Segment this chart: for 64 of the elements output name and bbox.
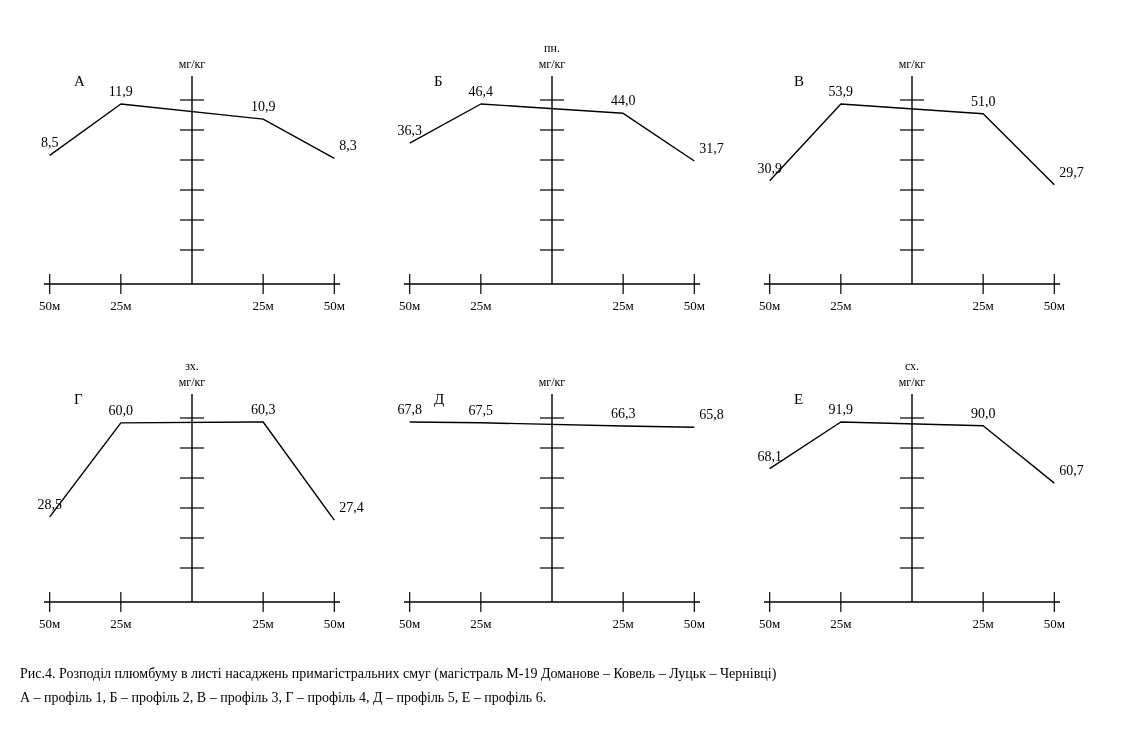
x-tick-label: 25м bbox=[972, 298, 994, 313]
text: сх. bbox=[904, 359, 920, 373]
x-tick-label: 50м bbox=[759, 298, 781, 313]
chart-title: Д bbox=[434, 391, 445, 407]
x-tick-label: 25м bbox=[612, 616, 634, 631]
text: Рис.4. Розподіл плюмбуму в листі насаджень примагістральних смуг (магістраль М-19 Доманове – Ковель – Луцьк – Чернівці) bbox=[20, 666, 777, 682]
y-axis-title: мг/кг bbox=[178, 57, 206, 71]
data-label: 27,4 bbox=[339, 500, 364, 516]
x-tick-label: 50м bbox=[683, 616, 705, 631]
data-label: 46,4 bbox=[468, 84, 494, 99]
x-tick-label: 25м bbox=[470, 616, 492, 631]
text: зх. bbox=[185, 359, 199, 373]
y-axis-title: мг/кг bbox=[898, 375, 926, 389]
x-tick-label: 25м bbox=[252, 616, 274, 631]
x-tick-label: 25м bbox=[830, 616, 852, 631]
x-tick-label: 25м bbox=[612, 298, 634, 313]
data-label: 31,7 bbox=[699, 141, 724, 157]
x-tick-label: 50м bbox=[1043, 616, 1065, 631]
data-label: 68,1 bbox=[757, 448, 782, 464]
x-tick-label: 50м bbox=[399, 298, 421, 313]
data-label: 60,7 bbox=[1059, 463, 1084, 479]
x-tick-label: 25м bbox=[252, 298, 274, 313]
x-tick-label: 25м bbox=[470, 298, 492, 313]
x-tick-label: 50м bbox=[1043, 298, 1065, 313]
x-tick-label: 50м bbox=[323, 616, 345, 631]
data-label: 44,0 bbox=[610, 93, 636, 109]
data-label: 11,9 bbox=[108, 84, 133, 99]
y-axis-title: мг/кг bbox=[538, 375, 566, 389]
data-label: 51,0 bbox=[970, 93, 996, 109]
data-label: 53,9 bbox=[828, 84, 854, 99]
data-label: 29,7 bbox=[1059, 164, 1084, 180]
text: пн. bbox=[544, 41, 560, 55]
chart-title: А bbox=[74, 73, 85, 89]
text: А – профіль 1, Б – профіль 2, В – профіль 3, Г – профіль 4, Д – профіль 5, Е – профіль 6. bbox=[20, 690, 547, 705]
data-label: 30,9 bbox=[757, 160, 782, 176]
y-axis-title: мг/кг bbox=[538, 57, 566, 71]
data-label: 36,3 bbox=[397, 123, 422, 139]
data-label: 67,8 bbox=[397, 402, 422, 417]
data-label: 67,5 bbox=[468, 402, 494, 418]
data-label: 8,3 bbox=[339, 138, 357, 154]
x-tick-label: 50м bbox=[323, 298, 345, 313]
x-tick-label: 25м bbox=[110, 616, 132, 631]
x-tick-label: 25м bbox=[972, 616, 994, 631]
x-tick-label: 50м bbox=[759, 616, 781, 631]
chart-title: Е bbox=[794, 391, 804, 407]
chart-title: В bbox=[794, 73, 805, 89]
x-tick-label: 25м bbox=[830, 298, 852, 313]
data-label: 10,9 bbox=[250, 99, 276, 115]
data-label: 60,3 bbox=[250, 402, 276, 417]
x-tick-label: 25м bbox=[110, 298, 132, 313]
x-tick-label: 50м bbox=[39, 616, 61, 631]
data-label: 66,3 bbox=[610, 405, 636, 421]
data-label: 91,9 bbox=[828, 402, 854, 417]
data-label: 8,5 bbox=[40, 135, 59, 151]
data-label: 65,8 bbox=[699, 407, 724, 423]
x-tick-label: 50м bbox=[399, 616, 421, 631]
x-tick-label: 50м bbox=[39, 298, 61, 313]
y-axis-title: мг/кг bbox=[898, 57, 926, 71]
y-axis-title: мг/кг bbox=[178, 375, 206, 389]
x-tick-label: 50м bbox=[683, 298, 705, 313]
data-label: 60,0 bbox=[108, 402, 134, 418]
chart-title: Б bbox=[434, 73, 443, 89]
chart-title: Г bbox=[74, 391, 83, 407]
data-label: 90,0 bbox=[970, 405, 996, 421]
